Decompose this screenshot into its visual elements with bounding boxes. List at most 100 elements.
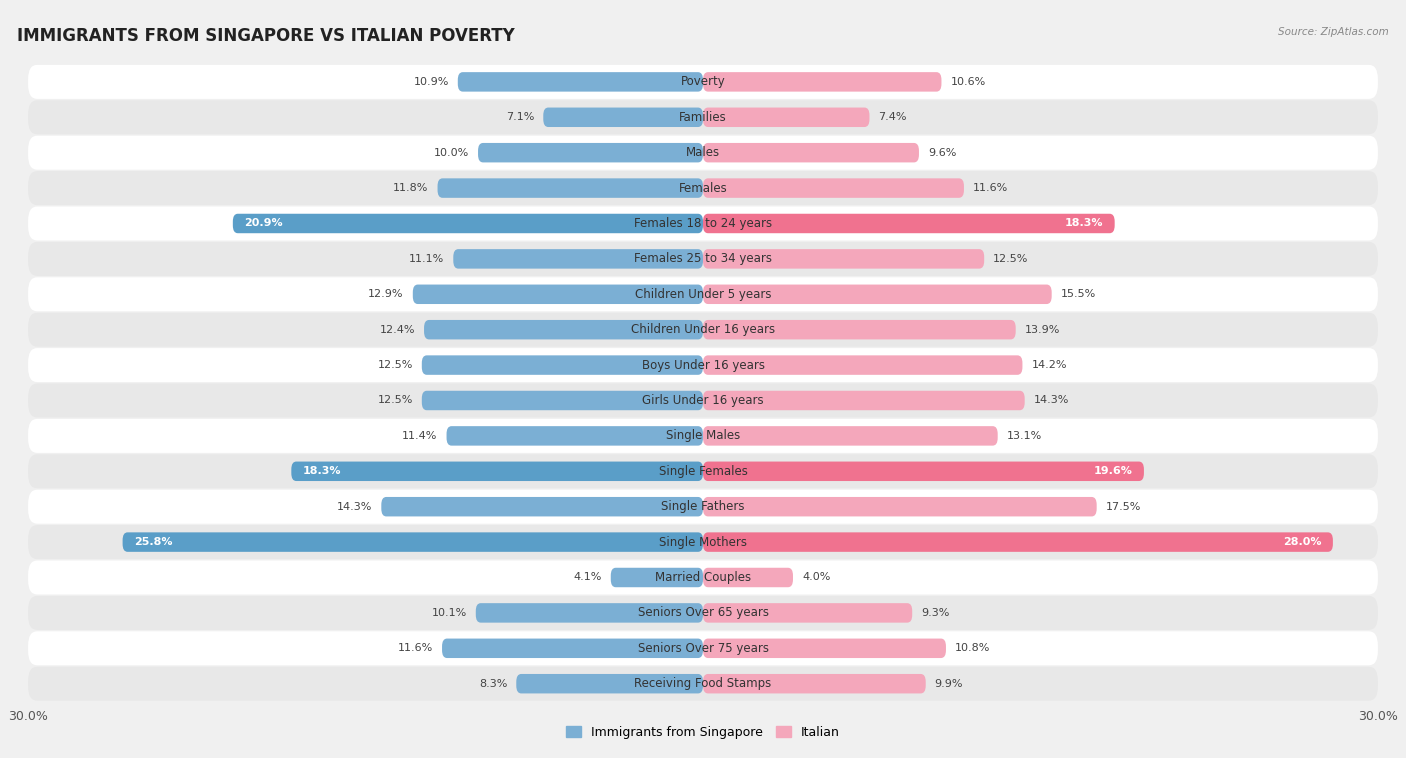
FancyBboxPatch shape: [703, 568, 793, 587]
FancyBboxPatch shape: [703, 497, 1097, 516]
Text: 9.6%: 9.6%: [928, 148, 956, 158]
FancyBboxPatch shape: [703, 72, 942, 92]
FancyBboxPatch shape: [28, 65, 1378, 99]
FancyBboxPatch shape: [453, 249, 703, 268]
FancyBboxPatch shape: [413, 284, 703, 304]
Text: 12.5%: 12.5%: [377, 360, 413, 370]
FancyBboxPatch shape: [28, 100, 1378, 134]
FancyBboxPatch shape: [437, 178, 703, 198]
FancyBboxPatch shape: [703, 108, 869, 127]
FancyBboxPatch shape: [703, 603, 912, 622]
FancyBboxPatch shape: [291, 462, 703, 481]
FancyBboxPatch shape: [458, 72, 703, 92]
Text: 11.1%: 11.1%: [409, 254, 444, 264]
Text: Females 25 to 34 years: Females 25 to 34 years: [634, 252, 772, 265]
FancyBboxPatch shape: [422, 391, 703, 410]
FancyBboxPatch shape: [610, 568, 703, 587]
Text: 18.3%: 18.3%: [1064, 218, 1104, 228]
FancyBboxPatch shape: [703, 214, 1115, 233]
Text: 20.9%: 20.9%: [245, 218, 283, 228]
Text: 12.4%: 12.4%: [380, 324, 415, 335]
Text: Females: Females: [679, 182, 727, 195]
FancyBboxPatch shape: [28, 596, 1378, 630]
Text: Single Females: Single Females: [658, 465, 748, 478]
Text: Children Under 5 years: Children Under 5 years: [634, 288, 772, 301]
FancyBboxPatch shape: [28, 419, 1378, 453]
FancyBboxPatch shape: [703, 391, 1025, 410]
FancyBboxPatch shape: [703, 143, 920, 162]
FancyBboxPatch shape: [447, 426, 703, 446]
FancyBboxPatch shape: [122, 532, 703, 552]
FancyBboxPatch shape: [543, 108, 703, 127]
Text: 11.6%: 11.6%: [973, 183, 1008, 193]
FancyBboxPatch shape: [422, 356, 703, 374]
Text: 10.9%: 10.9%: [413, 77, 449, 87]
FancyBboxPatch shape: [28, 171, 1378, 205]
Text: 11.4%: 11.4%: [402, 431, 437, 441]
Text: Single Males: Single Males: [666, 429, 740, 443]
Text: 13.1%: 13.1%: [1007, 431, 1042, 441]
Text: 18.3%: 18.3%: [302, 466, 342, 476]
FancyBboxPatch shape: [28, 384, 1378, 418]
FancyBboxPatch shape: [28, 454, 1378, 488]
Text: 7.4%: 7.4%: [879, 112, 907, 122]
Text: Single Mothers: Single Mothers: [659, 536, 747, 549]
Text: 15.5%: 15.5%: [1060, 290, 1095, 299]
Text: Girls Under 16 years: Girls Under 16 years: [643, 394, 763, 407]
FancyBboxPatch shape: [703, 320, 1015, 340]
FancyBboxPatch shape: [381, 497, 703, 516]
Text: Seniors Over 65 years: Seniors Over 65 years: [637, 606, 769, 619]
Text: 14.3%: 14.3%: [1033, 396, 1069, 406]
Text: 10.1%: 10.1%: [432, 608, 467, 618]
FancyBboxPatch shape: [28, 490, 1378, 524]
Text: 11.8%: 11.8%: [394, 183, 429, 193]
FancyBboxPatch shape: [703, 284, 1052, 304]
Text: Seniors Over 75 years: Seniors Over 75 years: [637, 642, 769, 655]
Text: 9.9%: 9.9%: [935, 678, 963, 689]
Text: 4.1%: 4.1%: [574, 572, 602, 582]
Text: Families: Families: [679, 111, 727, 124]
Text: Females 18 to 24 years: Females 18 to 24 years: [634, 217, 772, 230]
Text: IMMIGRANTS FROM SINGAPORE VS ITALIAN POVERTY: IMMIGRANTS FROM SINGAPORE VS ITALIAN POV…: [17, 27, 515, 45]
FancyBboxPatch shape: [28, 277, 1378, 312]
Text: 14.2%: 14.2%: [1032, 360, 1067, 370]
Legend: Immigrants from Singapore, Italian: Immigrants from Singapore, Italian: [561, 721, 845, 744]
Text: 12.5%: 12.5%: [993, 254, 1029, 264]
FancyBboxPatch shape: [703, 532, 1333, 552]
Text: 11.6%: 11.6%: [398, 644, 433, 653]
FancyBboxPatch shape: [703, 178, 965, 198]
Text: 19.6%: 19.6%: [1094, 466, 1133, 476]
FancyBboxPatch shape: [28, 313, 1378, 346]
Text: Receiving Food Stamps: Receiving Food Stamps: [634, 677, 772, 691]
FancyBboxPatch shape: [28, 136, 1378, 170]
Text: Single Fathers: Single Fathers: [661, 500, 745, 513]
Text: 17.5%: 17.5%: [1105, 502, 1142, 512]
Text: Children Under 16 years: Children Under 16 years: [631, 323, 775, 337]
FancyBboxPatch shape: [28, 560, 1378, 594]
FancyBboxPatch shape: [28, 667, 1378, 700]
Text: Boys Under 16 years: Boys Under 16 years: [641, 359, 765, 371]
Text: Males: Males: [686, 146, 720, 159]
Text: 14.3%: 14.3%: [337, 502, 373, 512]
FancyBboxPatch shape: [478, 143, 703, 162]
Text: 8.3%: 8.3%: [479, 678, 508, 689]
Text: 12.5%: 12.5%: [377, 396, 413, 406]
FancyBboxPatch shape: [703, 638, 946, 658]
Text: 4.0%: 4.0%: [801, 572, 831, 582]
FancyBboxPatch shape: [703, 249, 984, 268]
Text: Married Couples: Married Couples: [655, 571, 751, 584]
Text: 7.1%: 7.1%: [506, 112, 534, 122]
FancyBboxPatch shape: [28, 242, 1378, 276]
Text: 25.8%: 25.8%: [134, 537, 173, 547]
FancyBboxPatch shape: [28, 631, 1378, 666]
Text: Source: ZipAtlas.com: Source: ZipAtlas.com: [1278, 27, 1389, 36]
FancyBboxPatch shape: [516, 674, 703, 694]
Text: 10.0%: 10.0%: [434, 148, 470, 158]
Text: 12.9%: 12.9%: [368, 290, 404, 299]
Text: 9.3%: 9.3%: [921, 608, 949, 618]
FancyBboxPatch shape: [703, 426, 998, 446]
FancyBboxPatch shape: [233, 214, 703, 233]
FancyBboxPatch shape: [28, 348, 1378, 382]
FancyBboxPatch shape: [28, 525, 1378, 559]
Text: 10.6%: 10.6%: [950, 77, 986, 87]
